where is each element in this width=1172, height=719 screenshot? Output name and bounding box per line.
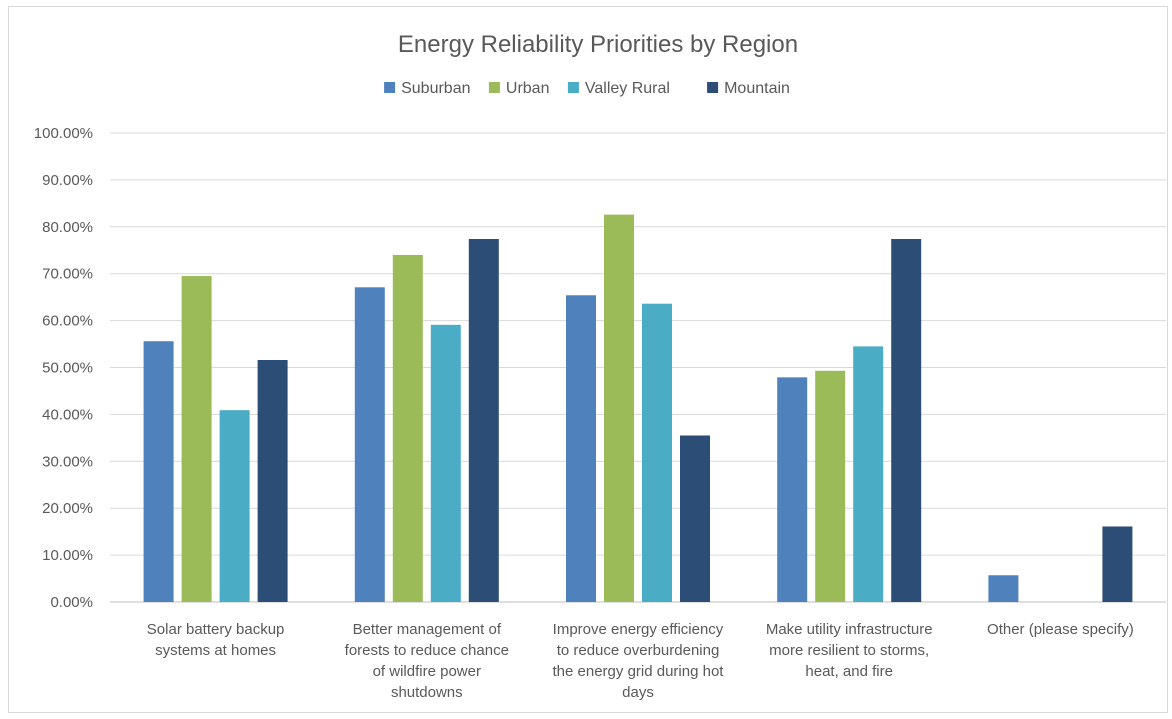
y-tick-label: 0.00% bbox=[50, 594, 93, 611]
legend-item: Valley Rural bbox=[567, 80, 670, 97]
bar-mountain bbox=[1102, 526, 1133, 602]
bar-suburban bbox=[988, 575, 1019, 602]
bar-urban bbox=[604, 214, 634, 602]
bar-suburban bbox=[566, 295, 596, 602]
legend-swatch bbox=[488, 82, 500, 93]
legend-item: Urban bbox=[488, 80, 550, 97]
bar-mountain bbox=[680, 435, 710, 602]
bar-suburban bbox=[143, 341, 174, 602]
legend-label: Mountain bbox=[724, 80, 790, 97]
legend-label: Urban bbox=[506, 80, 550, 97]
x-category-label: Better management of forests to reduce ch… bbox=[345, 621, 509, 701]
legend-label: Suburban bbox=[401, 80, 470, 97]
legend-swatch bbox=[567, 82, 579, 93]
y-tick-label: 10.00% bbox=[42, 547, 93, 564]
y-tick-label: 20.00% bbox=[42, 500, 93, 517]
bar-suburban bbox=[354, 287, 385, 602]
legend-item: Mountain bbox=[707, 80, 790, 97]
bar-urban bbox=[815, 370, 846, 602]
y-tick-label: 80.00% bbox=[42, 219, 93, 236]
y-tick-label: 60.00% bbox=[42, 313, 93, 330]
legend-item: Suburban bbox=[384, 80, 470, 97]
bar-urban bbox=[392, 254, 423, 602]
x-axis-labels: Solar battery backup systems at homes Bett… bbox=[147, 621, 1134, 701]
bar-suburban bbox=[777, 377, 808, 602]
chart-title: Energy Reliability Priorities by Region bbox=[398, 31, 798, 58]
bars bbox=[143, 214, 1133, 602]
bar-mountain bbox=[891, 238, 922, 602]
y-tick-label: 70.00% bbox=[42, 266, 93, 283]
bar-mountain bbox=[257, 359, 288, 602]
bar-valley-rural bbox=[430, 324, 461, 602]
bar-valley-rural bbox=[219, 410, 250, 602]
bar-valley-rural bbox=[853, 346, 884, 602]
x-category-label: Make utility infrastructure more resilien… bbox=[766, 621, 933, 680]
x-category-label: Improve energy efficiency to reduce overb… bbox=[553, 621, 725, 701]
y-tick-label: 90.00% bbox=[42, 172, 93, 189]
legend-swatch bbox=[384, 82, 396, 93]
y-axis-ticks: 0.00% 10.00% 20.00% 30.00% 40.00% 50.00% 60.00… bbox=[34, 125, 93, 611]
bar-mountain bbox=[468, 238, 499, 602]
legend-label: Valley Rural bbox=[585, 80, 670, 97]
y-tick-label: 100.00% bbox=[34, 125, 93, 142]
bar-valley-rural bbox=[642, 303, 672, 602]
y-tick-label: 40.00% bbox=[42, 406, 93, 423]
chart-legend: Suburban Urban Valley Rural Mountain bbox=[384, 80, 790, 97]
legend-swatch bbox=[707, 82, 719, 93]
bar-urban bbox=[181, 276, 212, 602]
x-category-label: Other (please specify) bbox=[987, 621, 1134, 638]
y-tick-label: 30.00% bbox=[42, 453, 93, 470]
x-category-label: Solar battery backup systems at homes bbox=[147, 621, 285, 659]
y-tick-label: 50.00% bbox=[42, 360, 93, 377]
